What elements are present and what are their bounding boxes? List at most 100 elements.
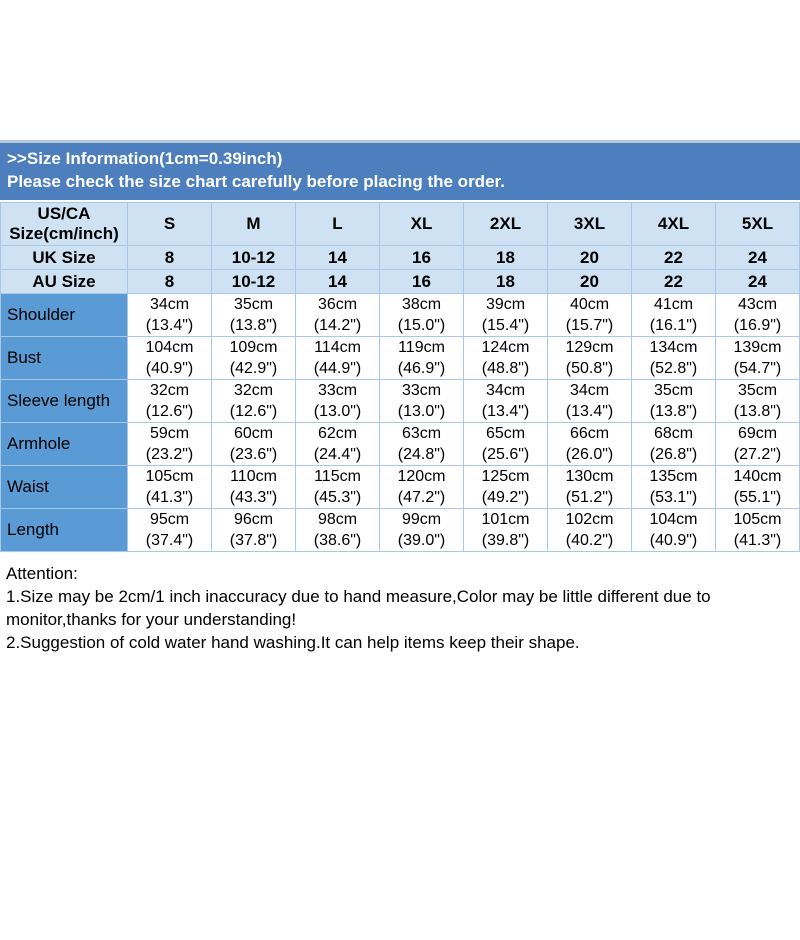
banner-subtitle: Please check the size chart carefully be… <box>7 172 505 191</box>
attention-title: Attention: <box>6 564 78 583</box>
measurement-cell: 35cm (13.8") <box>631 379 716 423</box>
measurement-cell: 130cm (51.2") <box>547 465 632 509</box>
measurement-cell: 99cm (39.0") <box>379 508 464 552</box>
au-value: 16 <box>379 269 464 294</box>
measurement-cell: 105cm (41.3") <box>715 508 800 552</box>
size-table: US/CA Size(cm/inch) S M L XL 2XL 3XL 4XL… <box>0 202 800 552</box>
measurement-cell: 98cm (38.6") <box>295 508 380 552</box>
measurement-row-bust: Bust 104cm (40.9") 109cm (42.9") 114cm (44.… <box>0 336 800 380</box>
measurement-cell: 34cm (13.4") <box>547 379 632 423</box>
column-header-3xl: 3XL <box>547 202 632 246</box>
uk-size-row: UK Size 8 10-12 14 16 18 20 22 24 <box>0 245 800 270</box>
measurement-cell: 60cm (23.6") <box>211 422 296 466</box>
measurement-cell: 134cm (52.8") <box>631 336 716 380</box>
au-value: 8 <box>127 269 212 294</box>
measurement-row-sleeve-length: Sleeve length 32cm (12.6") 32cm (12.6") 33… <box>0 379 800 423</box>
measurement-cell: 104cm (40.9") <box>631 508 716 552</box>
measurement-cell: 63cm (24.8") <box>379 422 464 466</box>
size-chart-page: >>Size Information(1cm=0.39inch) Please … <box>0 140 800 654</box>
measurement-cell: 105cm (41.3") <box>127 465 212 509</box>
measurement-cell: 34cm (13.4") <box>463 379 548 423</box>
au-value: 14 <box>295 269 380 294</box>
measurement-cell: 34cm (13.4") <box>127 293 212 337</box>
measurement-cell: 110cm (43.3") <box>211 465 296 509</box>
measurement-cell: 68cm (26.8") <box>631 422 716 466</box>
measurement-cell: 32cm (12.6") <box>211 379 296 423</box>
banner-title: >>Size Information(1cm=0.39inch) <box>7 149 283 168</box>
measurement-row-length: Length 95cm (37.4") 96cm (37.8") 98cm (38.6… <box>0 508 800 552</box>
measurement-cell: 114cm (44.9") <box>295 336 380 380</box>
measurement-cell: 120cm (47.2") <box>379 465 464 509</box>
row-label-uk: UK Size <box>0 245 128 270</box>
row-label-armhole: Armhole <box>0 422 128 466</box>
row-label-au: AU Size <box>0 269 128 294</box>
measurement-cell: 140cm (55.1") <box>715 465 800 509</box>
uk-value: 22 <box>631 245 716 270</box>
measurement-cell: 36cm (14.2") <box>295 293 380 337</box>
au-value: 22 <box>631 269 716 294</box>
uk-value: 20 <box>547 245 632 270</box>
measurement-cell: 40cm (15.7") <box>547 293 632 337</box>
uk-value: 10-12 <box>211 245 296 270</box>
measurement-cell: 109cm (42.9") <box>211 336 296 380</box>
measurement-cell: 102cm (40.2") <box>547 508 632 552</box>
measurement-cell: 65cm (25.6") <box>463 422 548 466</box>
measurement-cell: 35cm (13.8") <box>715 379 800 423</box>
column-header-l: L <box>295 202 380 246</box>
column-header-m: M <box>211 202 296 246</box>
measurement-cell: 124cm (48.8") <box>463 336 548 380</box>
uk-value: 16 <box>379 245 464 270</box>
row-label-length: Length <box>0 508 128 552</box>
measurement-cell: 32cm (12.6") <box>127 379 212 423</box>
measurement-cell: 129cm (50.8") <box>547 336 632 380</box>
uk-value: 14 <box>295 245 380 270</box>
measurement-cell: 35cm (13.8") <box>211 293 296 337</box>
size-header-row: US/CA Size(cm/inch) S M L XL 2XL 3XL 4XL… <box>0 202 800 246</box>
measurement-cell: 39cm (15.4") <box>463 293 548 337</box>
measurement-cell: 38cm (15.0") <box>379 293 464 337</box>
measurement-cell: 59cm (23.2") <box>127 422 212 466</box>
au-value: 18 <box>463 269 548 294</box>
attention-item-2: 2.Suggestion of cold water hand washing.… <box>6 633 580 652</box>
size-info-banner: >>Size Information(1cm=0.39inch) Please … <box>0 140 800 200</box>
measurement-row-waist: Waist 105cm (41.3") 110cm (43.3") 115cm (45… <box>0 465 800 509</box>
measurement-cell: 33cm (13.0") <box>295 379 380 423</box>
measurement-cell: 66cm (26.0") <box>547 422 632 466</box>
measurement-cell: 96cm (37.8") <box>211 508 296 552</box>
measurement-cell: 41cm (16.1") <box>631 293 716 337</box>
column-header-s: S <box>127 202 212 246</box>
measurement-row-shoulder: Shoulder 34cm (13.4") 35cm (13.8") 36cm (14… <box>0 293 800 337</box>
measurement-cell: 62cm (24.4") <box>295 422 380 466</box>
column-header-5xl: 5XL <box>715 202 800 246</box>
measurement-cell: 104cm (40.9") <box>127 336 212 380</box>
measurement-cell: 43cm (16.9") <box>715 293 800 337</box>
au-value: 20 <box>547 269 632 294</box>
corner-cell: US/CA Size(cm/inch) <box>0 202 128 246</box>
measurement-cell: 125cm (49.2") <box>463 465 548 509</box>
uk-value: 24 <box>715 245 800 270</box>
row-label-shoulder: Shoulder <box>0 293 128 337</box>
attention-item-1: 1.Size may be 2cm/1 inch inaccuracy due … <box>6 587 711 629</box>
corner-line1: US/CA <box>37 204 91 223</box>
measurement-cell: 135cm (53.1") <box>631 465 716 509</box>
uk-value: 8 <box>127 245 212 270</box>
column-header-4xl: 4XL <box>631 202 716 246</box>
measurement-cell: 119cm (46.9") <box>379 336 464 380</box>
measurement-cell: 95cm (37.4") <box>127 508 212 552</box>
measurement-cell: 115cm (45.3") <box>295 465 380 509</box>
attention-notes: Attention: 1.Size may be 2cm/1 inch inac… <box>0 552 800 654</box>
measurement-cell: 69cm (27.2") <box>715 422 800 466</box>
corner-line2: Size(cm/inch) <box>9 224 119 243</box>
au-value: 10-12 <box>211 269 296 294</box>
measurement-cell: 33cm (13.0") <box>379 379 464 423</box>
au-size-row: AU Size 8 10-12 14 16 18 20 22 24 <box>0 269 800 294</box>
row-label-waist: Waist <box>0 465 128 509</box>
column-header-xl: XL <box>379 202 464 246</box>
column-header-2xl: 2XL <box>463 202 548 246</box>
measurement-cell: 101cm (39.8") <box>463 508 548 552</box>
row-label-sleeve-length: Sleeve length <box>0 379 128 423</box>
measurement-row-armhole: Armhole 59cm (23.2") 60cm (23.6") 62cm (24.… <box>0 422 800 466</box>
au-value: 24 <box>715 269 800 294</box>
row-label-bust: Bust <box>0 336 128 380</box>
measurement-cell: 139cm (54.7") <box>715 336 800 380</box>
